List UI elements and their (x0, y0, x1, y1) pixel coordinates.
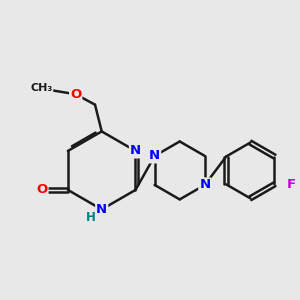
Text: CH₃: CH₃ (30, 82, 52, 93)
Text: F: F (286, 178, 296, 191)
Text: N: N (149, 149, 160, 162)
Text: O: O (70, 88, 81, 101)
Text: N: N (96, 203, 107, 216)
Text: H: H (86, 211, 96, 224)
Text: N: N (199, 178, 210, 191)
Text: N: N (130, 144, 141, 158)
Text: O: O (36, 183, 47, 196)
